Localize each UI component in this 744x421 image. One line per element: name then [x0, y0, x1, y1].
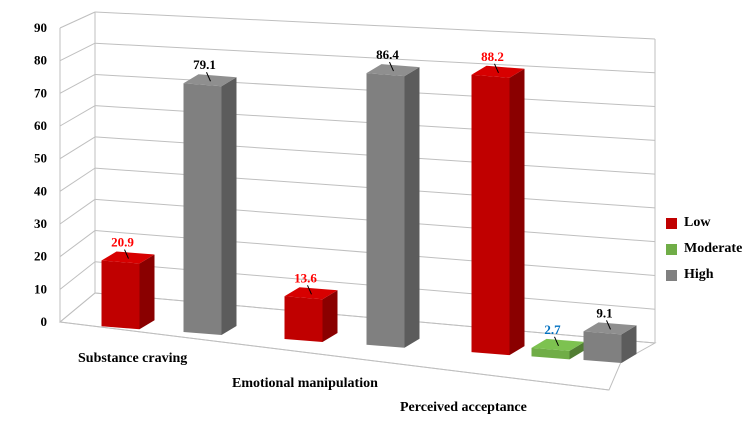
data-label-leader — [606, 320, 611, 330]
data-label-leader — [124, 249, 129, 259]
data-label: 2.7 — [544, 322, 561, 337]
gridline-side — [59, 261, 96, 290]
legend-swatch-low — [666, 217, 677, 229]
bar-front-face — [471, 74, 510, 356]
data-label: 79.1 — [193, 57, 216, 72]
bar-side-face — [221, 77, 237, 335]
bar-front-face — [284, 296, 323, 343]
bar-moderate — [531, 338, 585, 360]
gridline-side — [59, 11, 96, 29]
bar-side-face — [509, 68, 525, 356]
bar-layer — [101, 64, 637, 363]
category-labels: Substance craving Emotional manipulation P… — [78, 351, 527, 415]
gridline-side — [59, 105, 96, 127]
y-tick-label: 20 — [34, 249, 47, 264]
bar-side-face — [322, 290, 338, 343]
legend-item-high: High — [666, 262, 742, 288]
grid-layer — [58, 11, 657, 391]
gridline-side — [59, 42, 96, 62]
y-tick-label: 30 — [34, 216, 47, 231]
bar-side-face — [139, 254, 155, 330]
gridline-side — [59, 136, 96, 160]
data-label: 86.4 — [376, 47, 399, 62]
y-tick-label: 50 — [34, 151, 47, 166]
legend-swatch-moderate — [666, 243, 677, 255]
data-label: 13.6 — [294, 270, 317, 285]
bar-low — [101, 251, 155, 330]
y-tick-label: 0 — [41, 314, 48, 329]
category-label: Substance craving — [78, 351, 187, 366]
data-label: 9.1 — [596, 305, 612, 320]
legend-item-moderate: Moderate — [666, 236, 742, 262]
bar-low — [284, 287, 338, 343]
y-tick-label: 10 — [34, 281, 47, 296]
y-tick-label: 60 — [34, 118, 47, 133]
y-tick-label: 80 — [34, 53, 47, 68]
tick-layer: 0 10 20 30 40 50 60 70 80 90 — [34, 20, 47, 329]
gridline-side — [59, 198, 96, 225]
bar-front-face — [101, 260, 140, 330]
label-layer: 20.9 79.1 13.6 86.4 88.2 2.7 9.1 — [111, 47, 613, 347]
legend-label-moderate: Moderate — [684, 241, 743, 256]
data-label: 88.2 — [481, 49, 504, 64]
gridline-side — [59, 74, 96, 94]
gridline-side — [59, 292, 96, 323]
data-label: 20.9 — [111, 235, 134, 250]
legend: Low Moderate High — [666, 210, 742, 288]
bar-front-face — [531, 347, 570, 360]
bar-side-face — [404, 67, 420, 348]
data-label-leader — [389, 61, 394, 72]
gridline-side — [59, 167, 96, 192]
gridline — [94, 11, 656, 40]
data-label-leader — [494, 63, 499, 73]
legend-item-low: Low — [666, 210, 742, 236]
data-label-leader — [554, 336, 559, 347]
y-tick-label: 90 — [34, 20, 47, 35]
bar-low — [471, 65, 525, 356]
bar-high — [183, 74, 237, 335]
gridline-side — [59, 230, 96, 258]
y-tick-label: 70 — [34, 85, 47, 100]
bar-side-face — [569, 341, 585, 360]
legend-label-high: High — [684, 267, 714, 282]
legend-swatch-high — [666, 269, 677, 281]
bar-front-face — [366, 73, 405, 348]
y-tick-label: 40 — [34, 183, 47, 198]
data-label-leader — [206, 72, 211, 82]
category-label: Emotional manipulation — [232, 376, 378, 391]
bar-front-face — [183, 83, 222, 335]
gridline — [94, 42, 656, 74]
legend-label-low: Low — [684, 215, 711, 230]
data-label-leader — [307, 285, 312, 295]
floor-front-edge — [59, 321, 610, 391]
bar-side-face — [621, 325, 637, 363]
bar-front-face — [583, 331, 622, 363]
bar-high — [366, 64, 420, 348]
category-label: Perceived acceptance — [400, 400, 527, 415]
